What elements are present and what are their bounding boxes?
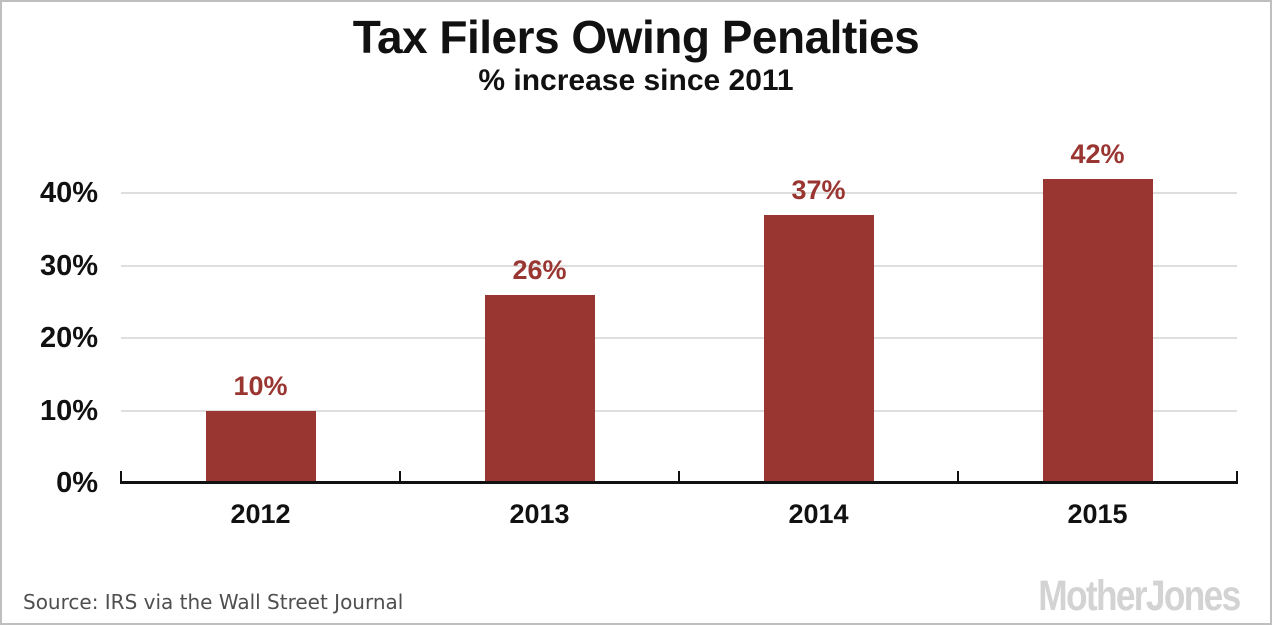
gridline <box>121 264 1237 267</box>
gridline <box>121 192 1237 194</box>
y-axis-tick-label: 40% <box>39 177 98 209</box>
bar-2015 <box>1042 178 1153 483</box>
y-axis-tick-label: 20% <box>39 322 98 354</box>
bar-2012 <box>205 410 316 483</box>
axis-tick <box>120 471 122 481</box>
gridline <box>121 337 1237 339</box>
x-axis-category-label: 2012 <box>230 499 291 529</box>
y-axis-tick-label: 10% <box>39 394 98 427</box>
x-axis-line <box>120 481 1238 484</box>
axis-tick <box>399 471 401 481</box>
x-axis-category-label: 2013 <box>509 499 570 529</box>
axis-tick <box>1236 471 1238 481</box>
bar-2014 <box>763 214 874 483</box>
x-axis-category-label: 2014 <box>788 499 849 529</box>
axis-tick <box>678 471 680 481</box>
bar-value-label: 26% <box>512 254 567 285</box>
source-note: Source: IRS via the Wall Street Journal <box>23 590 404 614</box>
bar-value-label: 10% <box>233 370 288 401</box>
chart-subtitle: % increase since 2011 <box>478 64 794 97</box>
axis-tick <box>957 471 959 481</box>
bar-2013 <box>484 294 595 483</box>
motherjones-logo: MotherJones <box>1038 572 1242 620</box>
x-axis-category-label: 2015 <box>1067 499 1128 529</box>
y-axis-tick-label: 30% <box>39 249 98 282</box>
bar-value-label: 37% <box>791 174 846 205</box>
chart-title: Tax Filers Owing Penalties <box>352 11 920 63</box>
bar-value-label: 42% <box>1070 138 1125 169</box>
y-axis-tick-label: 0% <box>56 467 98 499</box>
gridline <box>121 409 1237 412</box>
